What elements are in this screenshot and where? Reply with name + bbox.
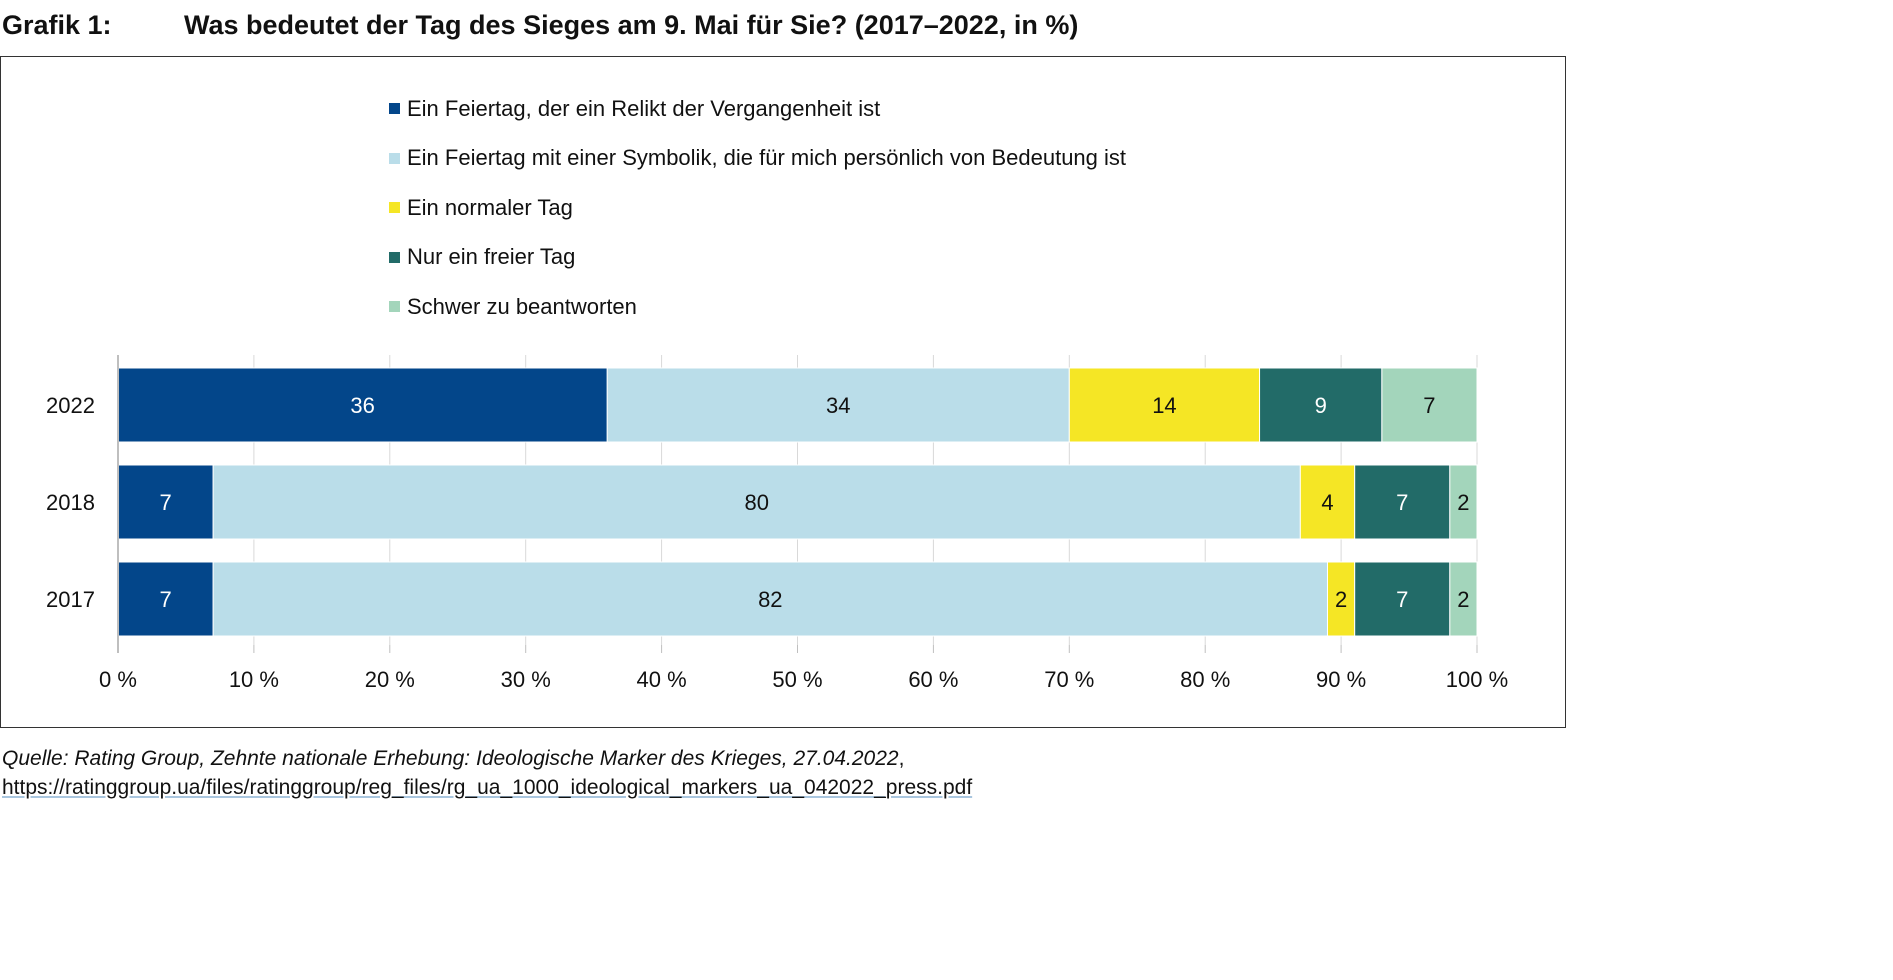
data-label: 7 bbox=[1396, 490, 1408, 515]
bar-segment bbox=[1449, 464, 1478, 540]
data-label: 9 bbox=[1315, 393, 1327, 418]
x-tick-label: 40 % bbox=[637, 667, 687, 692]
legend-item: Ein Feiertag mit einer Symbolik, die für… bbox=[389, 134, 1126, 184]
x-tick-label: 100 % bbox=[1446, 667, 1508, 692]
legend-label: Ein Feiertag mit einer Symbolik, die für… bbox=[407, 145, 1127, 171]
x-tick-label: 10 % bbox=[229, 667, 279, 692]
bar-segment bbox=[1068, 367, 1261, 443]
y-category-label: 2018 bbox=[46, 490, 95, 515]
bar-segment bbox=[212, 464, 1301, 540]
source-link[interactable]: https://ratinggroup.ua/files/ratinggroup… bbox=[2, 776, 973, 799]
legend-swatch bbox=[389, 251, 400, 263]
bar-segment bbox=[1354, 464, 1451, 540]
legend-item: Schwer zu beantworten bbox=[389, 282, 1126, 332]
x-tick-label: 30 % bbox=[501, 667, 551, 692]
data-label: 14 bbox=[1152, 393, 1176, 418]
x-tick-label: 70 % bbox=[1044, 667, 1094, 692]
bar-segment bbox=[212, 561, 1329, 637]
legend-label: Ein normaler Tag bbox=[407, 194, 573, 220]
legend-item: Ein Feiertag, der ein Relikt der Vergang… bbox=[389, 84, 1126, 134]
x-tick-label: 20 % bbox=[365, 667, 415, 692]
bar-segment bbox=[1449, 561, 1478, 637]
data-label: 7 bbox=[1423, 393, 1435, 418]
bar-segment bbox=[1381, 367, 1478, 443]
stacked-bar-chart: 0 % 10 % 20 % 30 % 40 % 50 % 60 % 70 % 80 % 90 % 1… bbox=[46, 355, 1508, 692]
y-category-label: 2017 bbox=[46, 587, 95, 612]
legend-swatch bbox=[389, 103, 400, 115]
legend-item: Ein normaler Tag bbox=[389, 183, 1126, 233]
bar-segment bbox=[1327, 561, 1356, 637]
legend-item: Nur ein freier Tag bbox=[389, 233, 1126, 283]
source-prefix: Quelle: bbox=[2, 747, 75, 770]
data-label: 2 bbox=[1335, 587, 1347, 612]
source-separator: , bbox=[898, 747, 905, 770]
chart-frame bbox=[0, 56, 1566, 728]
bar-segment bbox=[606, 367, 1070, 443]
bar-segment bbox=[117, 464, 214, 540]
bar-segment bbox=[117, 367, 608, 443]
legend-swatch bbox=[389, 301, 400, 313]
data-label: 34 bbox=[826, 393, 850, 418]
legend-swatch bbox=[389, 152, 400, 164]
legend-label: Nur ein freier Tag bbox=[407, 244, 576, 270]
x-tick-label: 80 % bbox=[1180, 667, 1230, 692]
bar-segment bbox=[117, 561, 214, 637]
chart-title: Grafik 1: Was bedeutet der Tag des Sieges… bbox=[2, 10, 1078, 41]
data-label: 80 bbox=[744, 490, 768, 515]
chart-legend: Ein Feiertag, der ein Relikt der Vergang… bbox=[389, 84, 1126, 332]
figure-label: Grafik 1: bbox=[2, 10, 112, 40]
data-label: 82 bbox=[758, 587, 782, 612]
x-tick-label: 0 % bbox=[99, 667, 137, 692]
data-label: 2 bbox=[1457, 587, 1469, 612]
x-tick-label: 60 % bbox=[908, 667, 958, 692]
data-label: 2 bbox=[1457, 490, 1469, 515]
data-label: 4 bbox=[1321, 490, 1333, 515]
data-label: 7 bbox=[159, 587, 171, 612]
source-note: Quelle: Rating Group, Zehnte nationale E… bbox=[2, 744, 1568, 802]
bar-segment bbox=[1299, 464, 1356, 540]
figure-title: Was bedeutet der Tag des Sieges am 9. Ma… bbox=[184, 10, 1079, 40]
y-category-label: 2022 bbox=[46, 393, 95, 418]
x-tick-label: 90 % bbox=[1316, 667, 1366, 692]
data-label: 7 bbox=[1396, 587, 1408, 612]
data-label: 36 bbox=[350, 393, 374, 418]
data-label: 7 bbox=[159, 490, 171, 515]
bar-segment bbox=[1259, 367, 1383, 443]
legend-label: Schwer zu beantworten bbox=[407, 293, 637, 319]
x-tick-label: 50 % bbox=[772, 667, 822, 692]
source-citation: Rating Group, Zehnte nationale Erhebung:… bbox=[74, 747, 899, 770]
legend-swatch bbox=[389, 202, 400, 214]
legend-label: Ein Feiertag, der ein Relikt der Vergang… bbox=[407, 95, 881, 121]
bar-segment bbox=[1354, 561, 1451, 637]
